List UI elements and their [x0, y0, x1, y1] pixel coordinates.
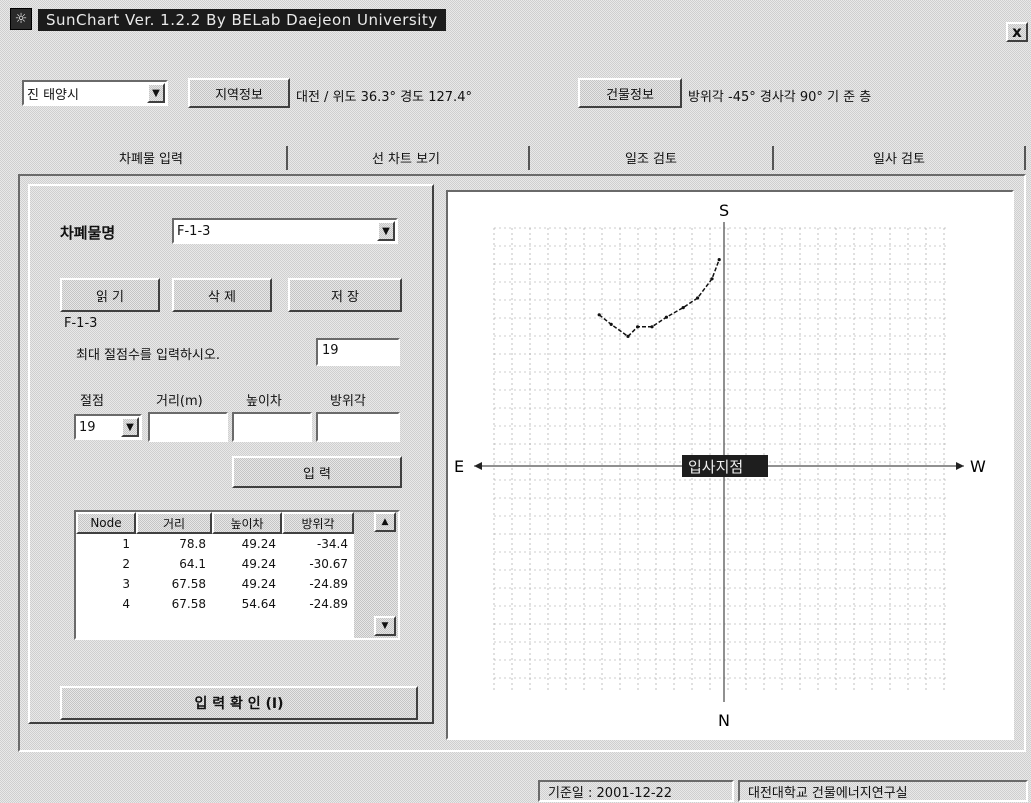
table-cell: 49.24 — [241, 577, 276, 591]
table-cell: 49.24 — [241, 537, 276, 551]
table-row[interactable]: 1 78.8 49.24 -34.4 — [76, 534, 398, 554]
table-cell: 67.58 — [171, 597, 206, 611]
delete-button[interactable]: 삭 제 — [172, 278, 272, 312]
west-label: W — [970, 457, 986, 476]
tab-divider — [528, 146, 530, 170]
building-info-button[interactable]: 건물정보 — [578, 78, 682, 108]
tab-obstacle-input[interactable]: 차폐물 입력 — [119, 151, 183, 167]
obstacle-name-value: F-1-3 — [177, 223, 211, 239]
table-cell: 4 — [122, 597, 130, 611]
obstacle-point — [636, 325, 640, 329]
distance-input[interactable] — [148, 412, 228, 442]
obstacle-point — [650, 325, 654, 329]
read-button[interactable]: 읽 기 — [60, 278, 160, 312]
building-info-text: 방위각 -45° 경사각 90° 기 준 층 — [688, 90, 872, 105]
table-cell: 49.24 — [241, 557, 276, 571]
chevron-down-icon[interactable]: ▼ — [147, 83, 165, 103]
south-label: S — [719, 201, 729, 220]
tab-sun-chart[interactable]: 선 차트 보기 — [371, 151, 441, 167]
table-cell: 1 — [122, 537, 130, 551]
window-title: SunChart Ver. 1.2.2 By BELab Daejeon Uni… — [38, 9, 446, 31]
east-arrow-icon — [474, 462, 482, 470]
table-header-cell[interactable]: 거리 — [136, 512, 212, 534]
north-label: N — [718, 711, 730, 730]
table-cell: 67.58 — [171, 577, 206, 591]
table-header: Node 거리 높이차 방위각 — [76, 512, 398, 534]
chevron-down-icon[interactable]: ▼ — [377, 221, 395, 241]
save-button[interactable]: 저 장 — [288, 278, 402, 312]
obstacle-point — [609, 322, 613, 326]
table-cell: -30.67 — [309, 557, 348, 571]
table-header-cell[interactable]: 방위각 — [282, 512, 354, 534]
sun-chart[interactable]: S N E W 입사지점 — [446, 190, 1014, 740]
status-org: 대전대학교 건물에너지연구실 — [738, 780, 1028, 802]
tab-divider — [286, 146, 288, 170]
height-input[interactable] — [232, 412, 312, 442]
obstacle-point — [626, 334, 630, 338]
region-info-text: 대전 / 위도 36.3° 경도 127.4° — [296, 90, 472, 105]
table-cell: -24.89 — [309, 597, 348, 611]
current-obstacle-name: F-1-3 — [64, 316, 98, 331]
chart-grid — [493, 227, 948, 692]
column-distance-label: 거리(m) — [156, 394, 203, 409]
column-azimuth-label: 방위각 — [330, 394, 366, 409]
obstacle-point — [681, 306, 685, 310]
tab-divider — [1024, 146, 1026, 170]
content-frame — [18, 174, 1026, 752]
node-select-value: 19 — [79, 419, 96, 435]
obstacle-point — [597, 313, 601, 317]
table-cell: 78.8 — [179, 537, 206, 551]
status-date: 기준일 : 2001-12-22 — [538, 780, 734, 802]
table-scrollbar[interactable]: ▲ ▼ — [354, 512, 398, 638]
close-button[interactable]: x — [1006, 22, 1028, 42]
max-nodes-input[interactable]: 19 — [316, 338, 400, 366]
app-icon: ☼ — [10, 8, 32, 30]
scroll-up-icon[interactable]: ▲ — [374, 512, 396, 532]
node-table: Node 거리 높이차 방위각 1 78.8 49.24 -34.4 2 64.… — [74, 510, 400, 640]
column-height-label: 높이차 — [246, 394, 282, 409]
sun-chart-svg: S N E W 입사지점 — [454, 201, 986, 730]
tab-divider — [772, 146, 774, 170]
region-info-button[interactable]: 지역정보 — [188, 78, 290, 108]
tab-solar-review[interactable]: 일사 검토 — [873, 151, 925, 167]
confirm-input-button[interactable]: 입 력 확 인 (I) — [60, 686, 418, 720]
solar-time-select-value: 진 태양시 — [27, 87, 79, 103]
obstacle-name-select[interactable]: F-1-3 ▼ — [172, 218, 398, 244]
table-row[interactable]: 2 64.1 49.24 -30.67 — [76, 554, 398, 574]
table-cell: 64.1 — [179, 557, 206, 571]
table-cell: 54.64 — [241, 597, 276, 611]
table-cell: 3 — [122, 577, 130, 591]
obstacle-point — [664, 315, 668, 319]
obstacle-point — [717, 258, 721, 262]
incident-point-label: 입사지점 — [688, 458, 743, 476]
obstacle-name-label: 차폐물명 — [60, 224, 116, 242]
table-header-cell[interactable]: 높이차 — [212, 512, 282, 534]
table-row[interactable]: 4 67.58 54.64 -24.89 — [76, 594, 398, 614]
azimuth-input[interactable] — [316, 412, 400, 442]
solar-time-select[interactable]: 진 태양시 ▼ — [22, 80, 168, 106]
table-row[interactable]: 3 67.58 49.24 -24.89 — [76, 574, 398, 594]
table-cell: 2 — [122, 557, 130, 571]
node-select[interactable]: 19 ▼ — [74, 414, 142, 440]
obstacle-point — [710, 277, 714, 281]
chevron-down-icon[interactable]: ▼ — [121, 417, 139, 437]
column-node-label: 절점 — [80, 394, 104, 409]
obstacle-point — [696, 296, 700, 300]
table-cell: -24.89 — [309, 577, 348, 591]
enter-button[interactable]: 입 력 — [232, 456, 402, 488]
tab-sunlight-review[interactable]: 일조 검토 — [625, 151, 677, 167]
scroll-down-icon[interactable]: ▼ — [374, 616, 396, 636]
center-label-bg — [682, 455, 768, 477]
east-label: E — [454, 457, 464, 476]
table-header-cell[interactable]: Node — [76, 512, 136, 534]
obstacle-outline-line — [598, 259, 720, 338]
table-cell: -34.4 — [316, 537, 348, 551]
west-arrow-icon — [956, 462, 964, 470]
obstacle-panel — [28, 184, 434, 724]
title-bar: ☼ SunChart Ver. 1.2.2 By BELab Daejeon U… — [0, 0, 1031, 46]
max-nodes-prompt: 최대 절점수를 입력하시오. — [76, 348, 220, 363]
obstacle-points — [597, 258, 721, 338]
